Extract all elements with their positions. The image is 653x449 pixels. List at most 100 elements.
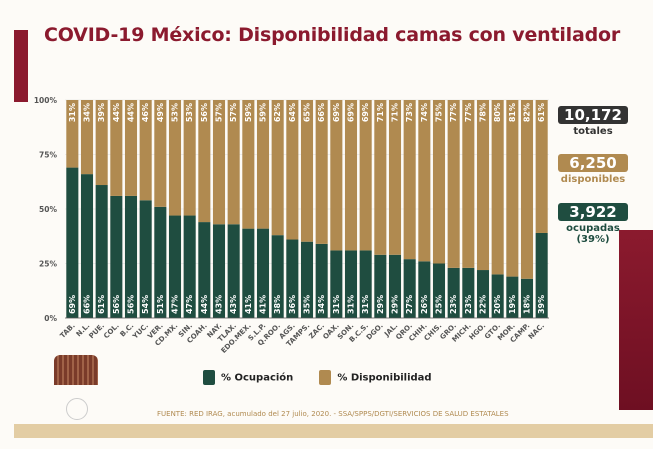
bar-occupied [476, 270, 490, 318]
government-logo [54, 355, 98, 385]
data-label-occupied: 44% [200, 295, 209, 314]
bar-occupied [506, 276, 519, 318]
data-label-occupied: 27% [405, 295, 414, 314]
data-label-available: 75% [435, 103, 444, 122]
data-label-occupied: 19% [508, 295, 517, 314]
data-label-occupied: 25% [435, 295, 444, 314]
data-label-available: 31% [68, 103, 77, 122]
y-tick-label: 75% [39, 151, 57, 160]
data-label-available: 69% [361, 103, 370, 122]
bar-available [242, 100, 255, 229]
data-label-occupied: 56% [127, 295, 136, 314]
stat-occupied: 3,922 ocupadas (39%) [558, 203, 628, 245]
y-tick-label: 100% [34, 96, 58, 105]
bar-available [315, 100, 328, 244]
data-label-available: 61% [537, 103, 546, 122]
data-label-occupied: 66% [83, 295, 92, 314]
bar-occupied [80, 174, 94, 318]
data-label-occupied: 23% [449, 295, 458, 314]
data-label-occupied: 35% [303, 295, 312, 314]
bar-available [535, 100, 548, 233]
data-label-occupied: 34% [317, 295, 326, 314]
data-label-occupied: 41% [244, 295, 253, 314]
stat-total-value: 10,172 [558, 106, 628, 124]
bar-available [447, 100, 460, 268]
data-label-occupied: 47% [171, 295, 180, 314]
bar-available [359, 100, 372, 251]
data-label-occupied: 54% [141, 295, 150, 314]
data-label-available: 66% [317, 103, 326, 122]
y-tick-label: 25% [39, 260, 57, 269]
data-label-occupied: 61% [97, 295, 106, 314]
bar-occupied [154, 206, 167, 318]
bar-available [344, 100, 358, 251]
data-label-occupied: 36% [288, 295, 297, 314]
data-label-occupied: 69% [68, 295, 77, 314]
bar-occupied [344, 250, 358, 318]
bar-available [66, 100, 79, 168]
bar-occupied [535, 232, 548, 318]
bar-occupied [139, 200, 152, 318]
source-note: FUENTE: RED IRAG, acumulado del 27 julio… [157, 410, 509, 418]
bar-available [80, 100, 94, 175]
bar-available [139, 100, 152, 201]
bar-occupied [432, 263, 446, 318]
data-label-occupied: 43% [229, 295, 238, 314]
stat-occupied-label: ocupadas [566, 223, 620, 234]
data-label-occupied: 26% [420, 295, 429, 314]
bar-occupied [168, 215, 182, 318]
data-label-available: 46% [141, 103, 150, 122]
bar-available [271, 100, 284, 236]
data-label-occupied: 20% [493, 295, 502, 314]
bar-available [154, 100, 167, 207]
data-label-available: 59% [259, 103, 268, 122]
bar-available [388, 100, 402, 255]
bar-occupied [183, 215, 196, 318]
x-tick-label: DGO. [365, 322, 385, 342]
data-label-occupied: 38% [273, 295, 282, 314]
bar-occupied [491, 274, 504, 318]
decor-red-block [619, 230, 653, 410]
data-label-occupied: 39% [537, 295, 546, 314]
stat-total: 10,172 totales [558, 106, 628, 137]
decor-red-bar [14, 30, 28, 102]
x-tick-label: PUE. [88, 322, 107, 341]
bar-occupied [66, 167, 79, 318]
x-tick-label: NAC. [527, 322, 546, 341]
data-label-available: 77% [449, 103, 458, 122]
data-label-occupied: 43% [215, 295, 224, 314]
bar-occupied [462, 267, 475, 318]
bar-occupied [242, 228, 255, 318]
bar-available [256, 100, 270, 229]
stat-available: 6,250 disponibles [558, 154, 628, 185]
data-label-available: 82% [523, 103, 532, 122]
x-tick-label: TAB. [59, 322, 77, 340]
seal-icon [66, 398, 88, 420]
legend-label-occupied: % Ocupación [221, 372, 294, 384]
bar-available [403, 100, 416, 260]
bar-occupied [447, 267, 460, 318]
data-label-available: 34% [83, 103, 92, 122]
bar-available [168, 100, 182, 216]
data-label-available: 69% [347, 103, 356, 122]
decor-footer-band [14, 424, 653, 438]
data-label-available: 74% [420, 103, 429, 122]
bar-occupied [271, 235, 284, 318]
bar-occupied [520, 278, 534, 318]
data-label-available: 49% [156, 103, 165, 122]
data-label-available: 71% [391, 103, 400, 122]
legend-occupied: % Ocupación [203, 370, 293, 385]
bar-available [300, 100, 314, 242]
legend-swatch-available [319, 370, 332, 385]
bar-occupied [198, 222, 211, 318]
data-label-available: 62% [273, 103, 282, 122]
data-label-available: 80% [493, 103, 502, 122]
bar-occupied [300, 241, 314, 318]
data-label-available: 44% [112, 103, 121, 122]
legend-label-available: % Disponibilidad [337, 372, 432, 384]
data-label-occupied: 29% [391, 295, 400, 314]
bar-occupied [403, 259, 416, 318]
stat-occupied-pct: (39%) [576, 234, 610, 245]
bar-available [462, 100, 475, 268]
